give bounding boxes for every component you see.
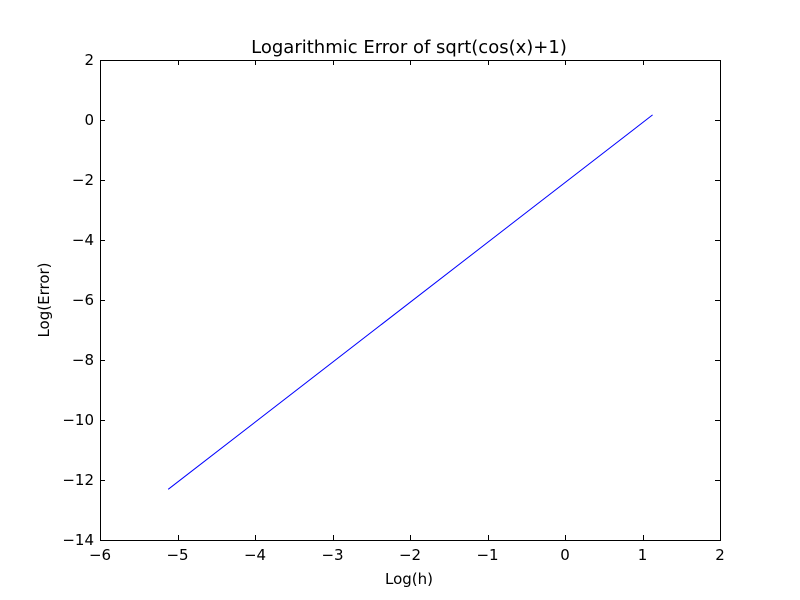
x-tick-label: 1 — [638, 546, 648, 564]
y-tick-label: 0 — [84, 111, 94, 129]
x-tick-label: −1 — [476, 546, 498, 564]
x-tick-label: −5 — [166, 546, 188, 564]
y-tick-label: −12 — [62, 471, 94, 489]
x-tick-label: 0 — [560, 546, 570, 564]
ticks-layer: −6 −5 −4 −3 −2 −1 0 1 2−14−12−10−8−6−4−202 — [62, 51, 724, 564]
y-tick-label: −14 — [62, 531, 94, 549]
y-tick-label: −4 — [72, 231, 94, 249]
chart-title: Logarithmic Error of sqrt(cos(x)+1) — [251, 37, 567, 58]
x-tick-label: −3 — [321, 546, 343, 564]
x-axis-label: Log(h) — [385, 570, 433, 588]
x-tick-label: 2 — [715, 546, 725, 564]
x-tick-label: −6 — [89, 546, 111, 564]
y-tick-label: −6 — [72, 291, 94, 309]
plot-frame — [100, 60, 721, 541]
x-tick-label: −2 — [399, 546, 421, 564]
y-tick-label: −10 — [62, 411, 94, 429]
x-tick-label: −4 — [244, 546, 266, 564]
plot-content — [167, 114, 653, 490]
y-axis-label: Log(Error) — [35, 262, 53, 337]
series-line — [167, 114, 653, 490]
y-tick-label: −2 — [72, 171, 94, 189]
y-tick-label: −8 — [72, 351, 94, 369]
y-tick-label: 2 — [84, 51, 94, 69]
